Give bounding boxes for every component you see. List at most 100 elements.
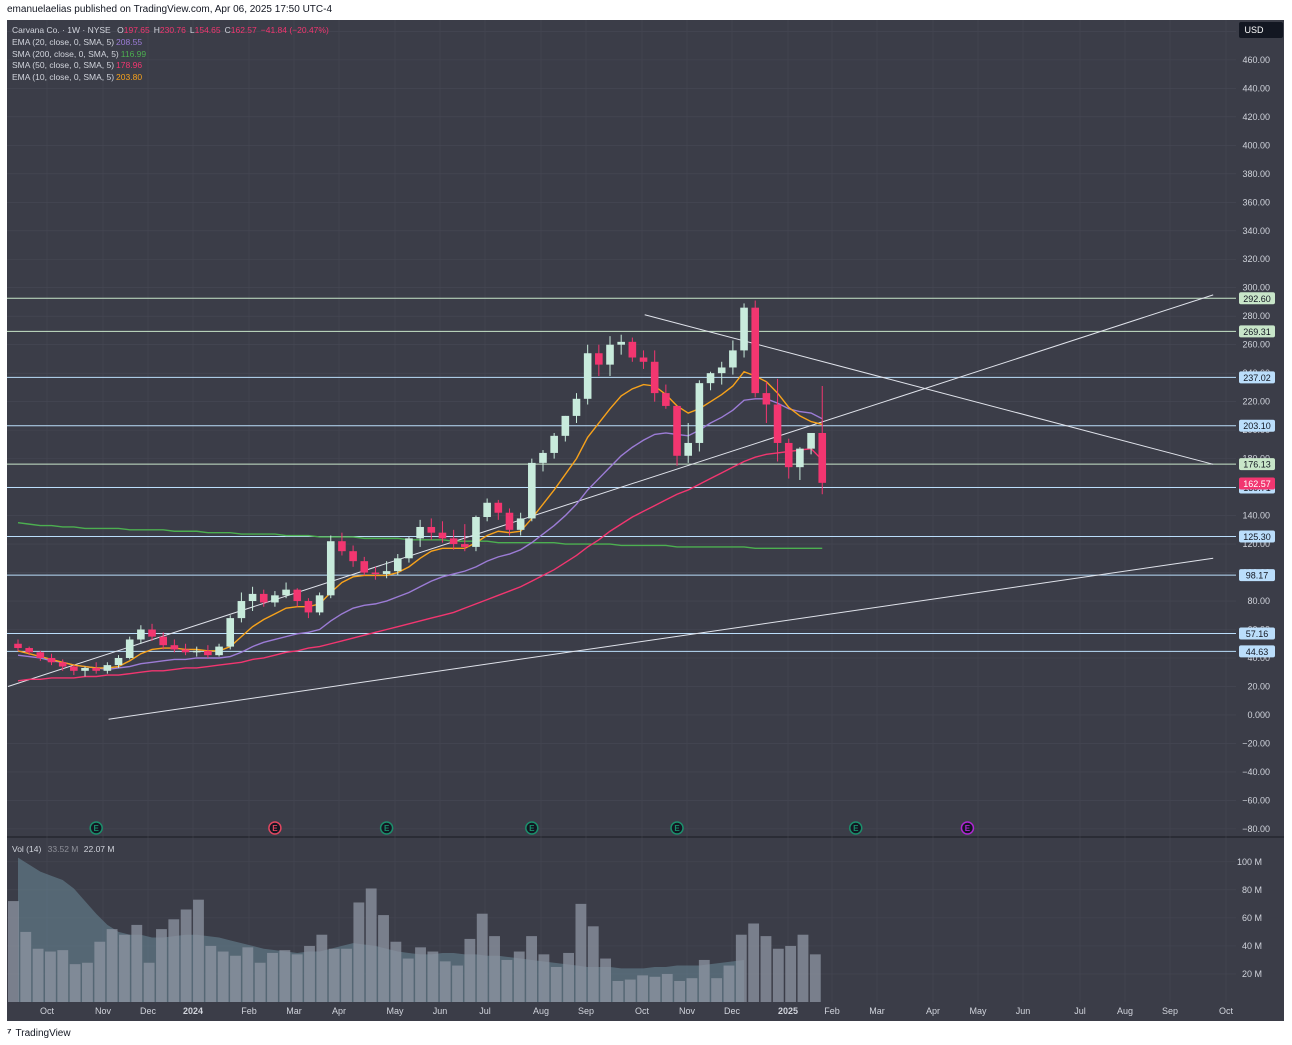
candle — [338, 532, 346, 556]
volume-bar — [809, 954, 821, 1002]
candle — [159, 632, 168, 650]
level-badge — [1239, 627, 1275, 640]
level-badge — [1239, 569, 1275, 582]
volume-bar — [661, 973, 673, 1002]
candle — [740, 303, 748, 358]
earnings-letter: E — [384, 824, 390, 833]
candle — [572, 393, 581, 424]
publisher-caption: emanuelaelias published on TradingView.c… — [7, 4, 333, 15]
price-tick-label: 380.00 — [1242, 169, 1270, 179]
earnings-letter: E — [94, 824, 100, 833]
candle — [382, 561, 391, 579]
time-tick-label: Sep — [1162, 1006, 1178, 1016]
volume-bar — [242, 947, 254, 1002]
candle — [248, 586, 257, 611]
candle — [695, 380, 704, 452]
candle — [125, 636, 134, 660]
price-tick-label: 340.00 — [1242, 226, 1270, 236]
time-tick-label: Apr — [332, 1006, 346, 1016]
volume-tick-label: 20 M — [1242, 969, 1262, 979]
volume-bar — [168, 919, 180, 1002]
last-price-badge — [1239, 477, 1275, 490]
candle — [36, 650, 45, 661]
earnings-icon — [960, 821, 975, 835]
candle — [673, 405, 681, 466]
candle-body — [539, 452, 547, 463]
volume-bar — [402, 958, 414, 1002]
candle — [762, 381, 771, 424]
candle — [315, 592, 324, 616]
legend-ohlc-change: −41.84 (−20.47%) — [260, 25, 329, 35]
candle — [137, 625, 145, 644]
candle-body — [192, 650, 201, 653]
candle — [204, 645, 212, 658]
volume-bar — [316, 934, 328, 1002]
sma50-line — [17, 447, 823, 682]
candle-body — [650, 361, 659, 394]
volume-bar — [94, 941, 106, 1002]
volume-bar — [600, 958, 612, 1002]
candle — [449, 529, 458, 550]
candle-body — [751, 307, 760, 394]
candle — [639, 350, 648, 369]
level-label: 57.16 — [1246, 629, 1269, 639]
time-tick-label: Oct — [635, 1006, 650, 1016]
volume-legend: Vol (14) 33.52 M 22.07 M — [12, 844, 114, 854]
time-tick-label: Nov — [95, 1006, 112, 1016]
candle-body — [148, 629, 156, 637]
volume-bar — [180, 909, 192, 1002]
earnings-icon — [525, 821, 539, 835]
price-tick-label: 220.00 — [1242, 397, 1270, 407]
candle — [259, 589, 268, 607]
candle-body — [628, 341, 637, 358]
candle-body — [717, 367, 726, 374]
trendline — [108, 557, 1214, 720]
candle-body — [170, 645, 179, 650]
level-label: 125.30 — [1243, 532, 1271, 542]
candle — [215, 643, 223, 657]
time-tick-label: May — [386, 1006, 404, 1016]
candle-body — [293, 589, 302, 602]
price-tick-label: −80.00 — [1242, 824, 1270, 834]
price-tick-label: 280.00 — [1242, 311, 1270, 321]
price-tick-label: 20.00 — [1247, 681, 1270, 691]
volume-tick-label: 60 M — [1242, 913, 1262, 923]
price-tick-label: −40.00 — [1242, 767, 1270, 777]
volume-bar — [267, 952, 278, 1002]
candle-body — [762, 393, 771, 405]
earnings-icon — [670, 821, 684, 835]
candle-body — [639, 357, 648, 362]
price-tick-label: 360.00 — [1242, 197, 1270, 207]
earnings-marker: E — [670, 821, 684, 835]
candle — [70, 665, 78, 676]
candle — [416, 519, 424, 547]
time-tick-label: Feb — [241, 1006, 257, 1016]
candle — [103, 662, 112, 674]
volume-bar — [772, 948, 784, 1002]
price-tick-label: 40.00 — [1247, 653, 1270, 663]
candle-body — [371, 572, 380, 574]
candle — [293, 588, 302, 607]
volume-bar — [119, 934, 130, 1002]
time-tick-label: Dec — [724, 1006, 741, 1016]
price-tick-label: 420.00 — [1242, 112, 1270, 122]
earnings-marker: E — [379, 821, 394, 835]
chart-background — [7, 20, 1284, 1021]
earnings-icon — [379, 821, 394, 835]
candle-body — [382, 571, 391, 574]
legend-ohlc: O197.65 H230.76 L154.65 C162.57 −41.84 (−20.… — [113, 25, 329, 35]
volume-bar — [279, 950, 291, 1002]
candle — [371, 566, 380, 580]
volume-bar — [20, 931, 32, 1002]
legend-indicator-3: EMA (10, close, 0, SMA, 5) 203.80 — [12, 72, 143, 83]
earnings-marker: E — [89, 821, 103, 835]
candle — [595, 344, 603, 377]
candles — [14, 300, 827, 677]
trendlines — [7, 294, 1214, 720]
candle-body — [215, 646, 223, 656]
candle-body — [103, 665, 112, 671]
time-tick-label: Jul — [1074, 1006, 1086, 1016]
candle-body — [181, 649, 190, 653]
volume-bar — [156, 929, 167, 1002]
